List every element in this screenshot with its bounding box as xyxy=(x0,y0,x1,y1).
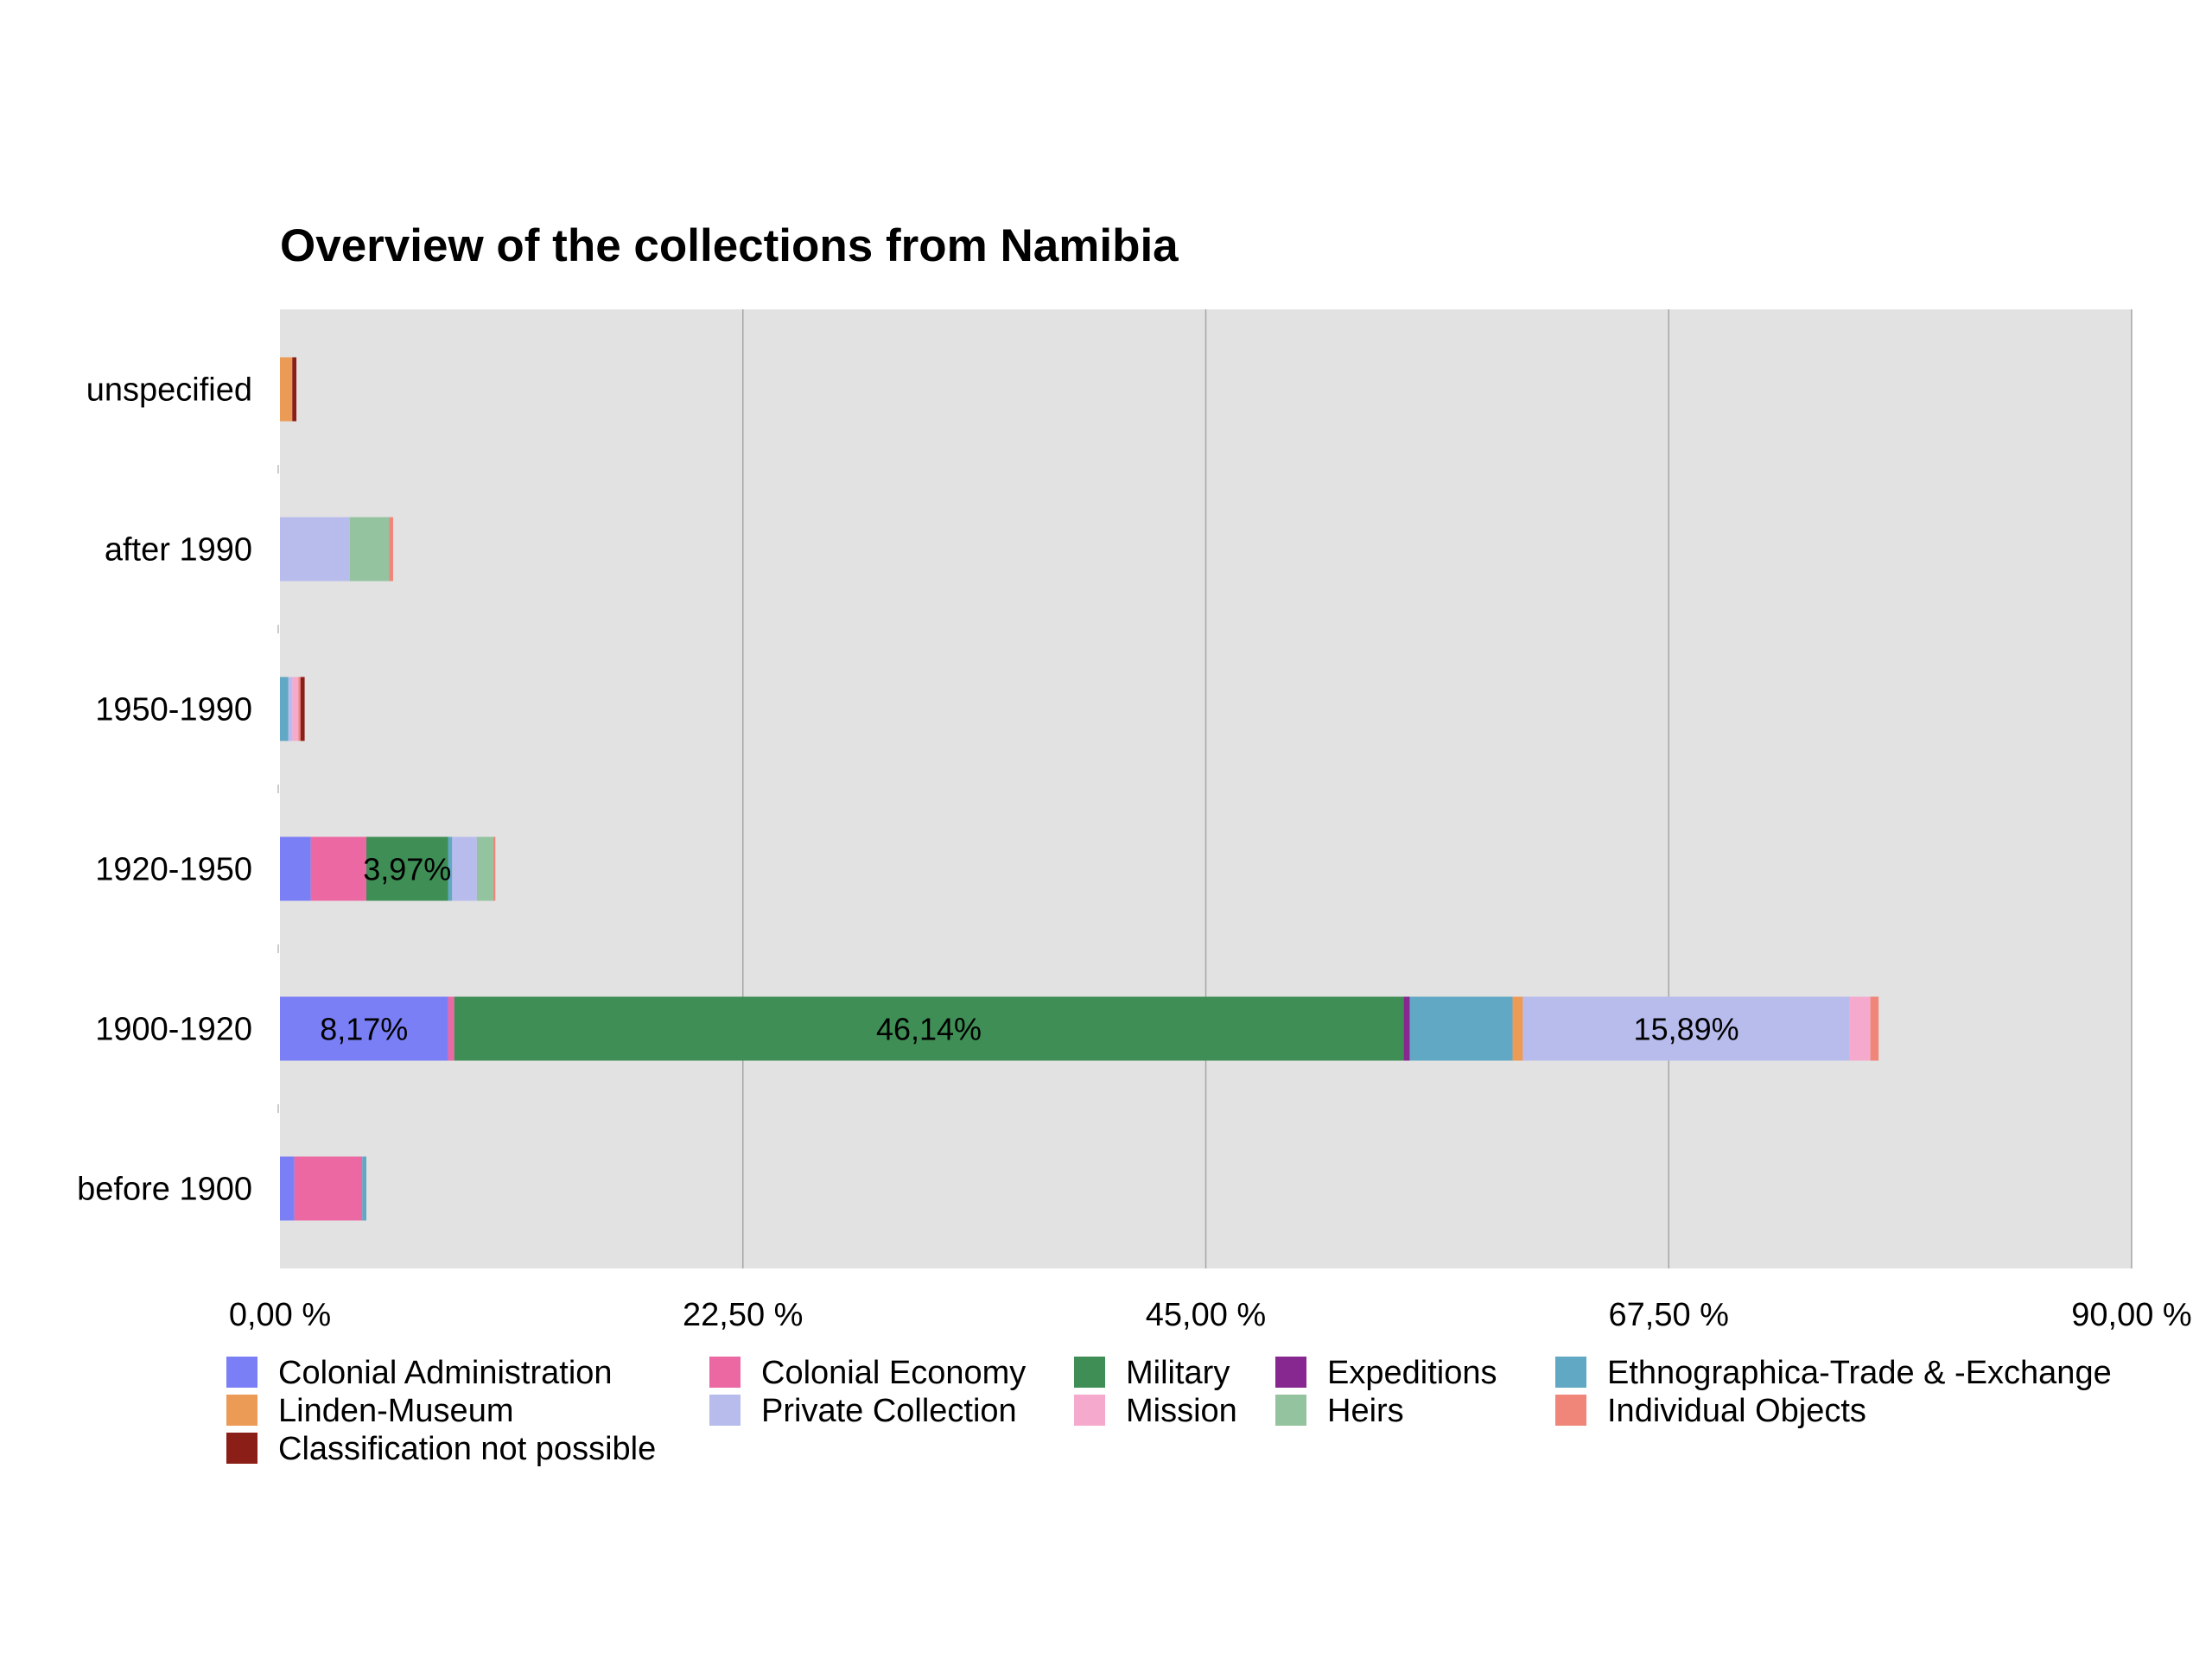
bar-segment-ethnographica-trade-exchange xyxy=(362,1156,367,1221)
legend-label: Colonial Administration xyxy=(278,1355,613,1391)
legend-swatch xyxy=(226,1395,257,1426)
legend-item-classification-not-possible: Classification not possible xyxy=(226,1431,656,1467)
legend-label: Classification not possible xyxy=(278,1431,656,1467)
bar-segment-heirs xyxy=(476,836,493,901)
bar-segment-classification-not-possible xyxy=(300,677,305,741)
bar-segment-linden-museum xyxy=(280,357,293,422)
legend-label: Ethnographica-Trade & -Exchange xyxy=(1607,1355,2112,1391)
legend-label: Heirs xyxy=(1327,1393,1404,1429)
category-label: 1900-1920 xyxy=(95,1012,252,1048)
data-label: 15,89% xyxy=(1634,1012,1739,1047)
category-label: unspecified xyxy=(86,372,252,409)
bar-segment-military xyxy=(366,836,448,901)
legend-item-colonial-administration: Colonial Administration xyxy=(226,1355,613,1391)
legend-label: Military xyxy=(1126,1355,1230,1391)
data-label: 3,97% xyxy=(363,852,451,887)
bar-segment-individual-objects xyxy=(298,677,301,741)
bar-segment-colonial-administration xyxy=(280,836,311,901)
category-label: 1920-1950 xyxy=(95,852,252,888)
bar-segment-individual-objects xyxy=(389,517,393,582)
bar-segment-private-collection xyxy=(288,677,293,741)
data-labels: 3,97% 8,17% 46,14% 15,89% xyxy=(320,852,1738,1047)
legend-item-heirs: Heirs xyxy=(1275,1393,1404,1429)
legend-item-private-collection: Private Collection xyxy=(709,1393,1017,1429)
legend-label: Individual Objects xyxy=(1607,1393,1866,1429)
bar-segment-colonial-economy xyxy=(448,996,454,1061)
bar-segment-colonial-economy xyxy=(310,836,367,901)
legend-label: Mission xyxy=(1126,1393,1237,1429)
bar-segment-colonial-administration xyxy=(280,996,448,1061)
legend-swatch xyxy=(1074,1395,1105,1426)
bar-segment-ethnographica-trade-exchange xyxy=(448,836,453,901)
chart-title: Overview of the collections from Namibia xyxy=(280,220,1179,271)
x-axis-ticks: 0,00 % 22,50 % 45,00 % 67,50 % 90,00 % xyxy=(229,1297,2192,1333)
x-tick-label: 67,50 % xyxy=(1609,1297,1729,1333)
bar-segment-heirs xyxy=(349,517,390,582)
category-label: 1950-1990 xyxy=(95,692,252,728)
bar-segment-private-collection xyxy=(1522,996,1850,1061)
legend-swatch xyxy=(1275,1395,1306,1426)
legend-swatch xyxy=(226,1433,257,1464)
bar-segment-linden-museum xyxy=(1512,996,1523,1061)
x-tick-label: 22,50 % xyxy=(683,1297,803,1333)
legend-swatch xyxy=(1275,1357,1306,1388)
bar-segment-colonial-economy xyxy=(294,1156,363,1221)
legend: Colonial Administration Colonial Economy M… xyxy=(226,1355,2112,1467)
legend-item-linden-museum: Linden-Museum xyxy=(226,1393,513,1429)
legend-label: Linden-Museum xyxy=(278,1393,513,1429)
bar-segment-individual-objects xyxy=(493,836,496,901)
bar-segment-classification-not-possible xyxy=(292,357,297,422)
legend-swatch xyxy=(1555,1357,1586,1388)
data-label: 8,17% xyxy=(320,1012,408,1047)
legend-label: Expeditions xyxy=(1327,1355,1497,1391)
bar-segment-military xyxy=(454,996,1404,1061)
bar-segment-mission xyxy=(292,677,299,741)
category-labels: unspecified after 1990 1950-1990 1920-1950 1… xyxy=(77,372,252,1208)
category-label: after 1990 xyxy=(105,532,252,569)
legend-label: Private Collection xyxy=(761,1393,1017,1429)
category-label: before 1900 xyxy=(77,1172,252,1208)
legend-swatch xyxy=(226,1357,257,1388)
gridlines xyxy=(277,309,2133,1268)
legend-item-colonial-economy: Colonial Economy xyxy=(709,1355,1026,1391)
legend-item-expeditions: Expeditions xyxy=(1275,1355,1497,1391)
bar-segment-ethnographica-trade-exchange xyxy=(1409,996,1513,1061)
legend-swatch xyxy=(1555,1395,1586,1426)
legend-swatch xyxy=(709,1395,741,1426)
legend-item-military: Military xyxy=(1074,1355,1230,1391)
legend-item-mission: Mission xyxy=(1074,1393,1237,1429)
data-label: 46,14% xyxy=(876,1012,982,1047)
bar-segment-individual-objects xyxy=(1870,996,1879,1061)
bar-segment-private-collection xyxy=(280,517,350,582)
bar-segment-expeditions xyxy=(1403,996,1410,1061)
bar-segment-private-collection xyxy=(452,836,477,901)
x-tick-label: 90,00 % xyxy=(2071,1297,2191,1333)
bar-segment-colonial-administration xyxy=(280,1156,295,1221)
legend-swatch xyxy=(1074,1357,1105,1388)
bars xyxy=(280,357,1879,1221)
legend-item-ethnographica-trade-exchange: Ethnographica-Trade & -Exchange xyxy=(1555,1355,2112,1391)
legend-swatch xyxy=(709,1357,741,1388)
x-tick-label: 0,00 % xyxy=(229,1297,331,1333)
legend-label: Colonial Economy xyxy=(761,1355,1026,1391)
legend-item-individual-objects: Individual Objects xyxy=(1555,1393,1866,1429)
x-tick-label: 45,00 % xyxy=(1146,1297,1266,1333)
bar-segment-mission xyxy=(1849,996,1871,1061)
bar-segment-ethnographica-trade-exchange xyxy=(280,677,289,741)
